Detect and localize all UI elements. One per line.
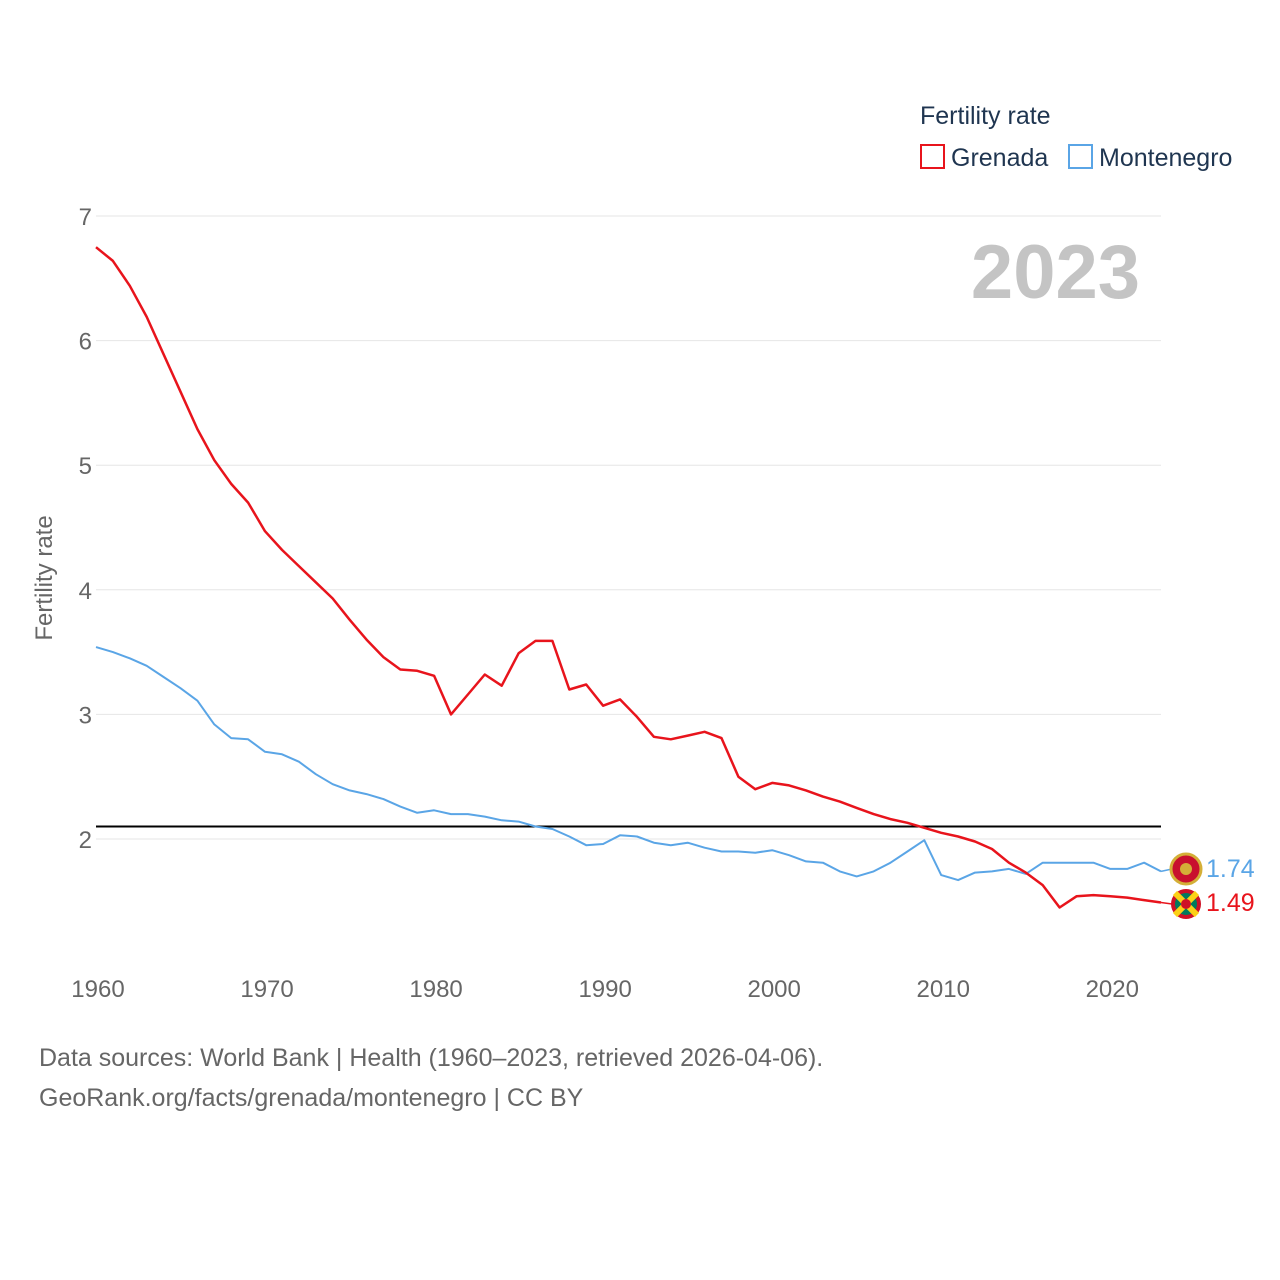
end-connector-grenada — [1160, 901, 1173, 905]
legend-swatch-montenegro — [1068, 144, 1093, 169]
legend-item-grenada[interactable]: Grenada — [920, 144, 1048, 172]
end-value-label-montenegro: 1.74 — [1206, 855, 1255, 883]
x-tick-label-1970: 1970 — [240, 976, 293, 1003]
flag-icon-montenegro — [1169, 852, 1203, 886]
series-line-montenegro — [95, 646, 1162, 882]
legend-swatch-grenada — [920, 144, 945, 169]
x-tick-label-1960: 1960 — [71, 976, 124, 1003]
y-axis: 2 3 4 5 6 7 — [79, 204, 92, 854]
legend-title: Fertility rate — [920, 102, 1051, 130]
flag-icon-grenada — [1171, 889, 1201, 919]
legend-label-grenada: Grenada — [951, 144, 1048, 172]
x-axis: 1960 1970 1980 1990 2000 2010 2020 — [71, 976, 1139, 1003]
gridlines — [96, 215, 1161, 840]
end-value-label-grenada: 1.49 — [1206, 889, 1255, 917]
year-watermark: 2023 — [971, 230, 1140, 315]
legend-item-montenegro[interactable]: Montenegro — [1068, 144, 1232, 172]
x-tick-label-2010: 2010 — [917, 976, 970, 1003]
legend: Grenada Montenegro — [920, 144, 1232, 172]
x-tick-label-2000: 2000 — [747, 976, 800, 1003]
footer-source: Data sources: World Bank | Health (1960–… — [39, 1044, 824, 1072]
x-tick-label-1990: 1990 — [578, 976, 631, 1003]
y-tick-label-2: 2 — [79, 827, 92, 854]
y-tick-label-6: 6 — [79, 329, 92, 356]
y-axis-label: Fertility rate — [31, 515, 58, 640]
y-tick-label-3: 3 — [79, 702, 92, 729]
y-tick-label-5: 5 — [79, 453, 92, 480]
y-tick-label-7: 7 — [79, 204, 92, 231]
footer-url[interactable]: GeoRank.org/facts/grenada/montenegro | C… — [39, 1084, 584, 1112]
x-tick-label-2020: 2020 — [1086, 976, 1139, 1003]
x-tick-label-1980: 1980 — [409, 976, 462, 1003]
series-group — [95, 246, 1162, 909]
line-chart: Fertility rate Grenada Montenegro 2023 Fe… — [31, 102, 1255, 1003]
y-tick-label-4: 4 — [79, 578, 92, 605]
end-markers: 1.49 1.74 — [1160, 852, 1255, 919]
series-line-grenada — [95, 246, 1162, 909]
legend-label-montenegro: Montenegro — [1099, 144, 1232, 172]
